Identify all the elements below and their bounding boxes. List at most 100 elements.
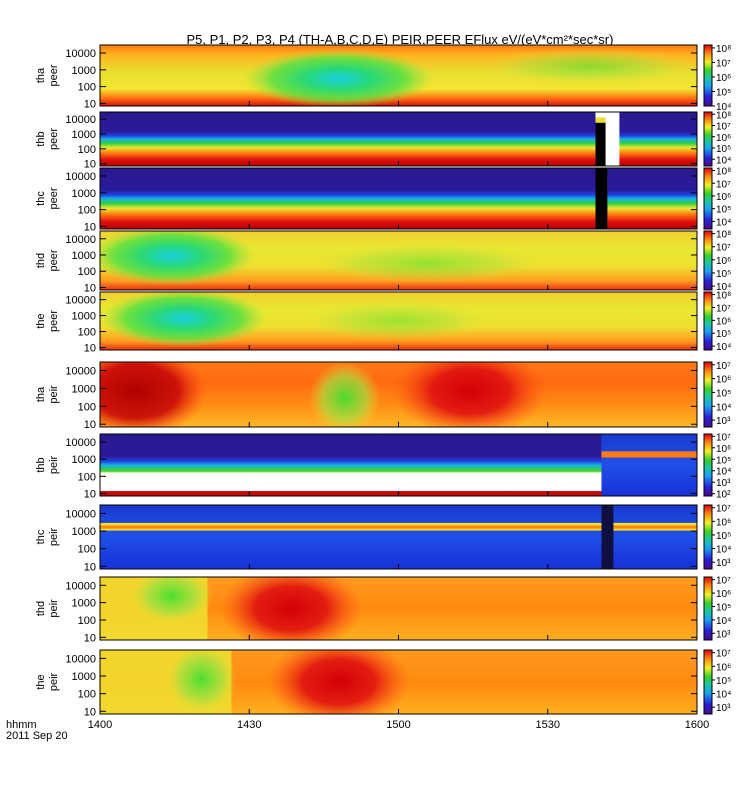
colorbar-tick-label: 10⁷ (716, 179, 731, 190)
y-tick-label: 100 (78, 689, 96, 701)
y-tick-label: 10 (84, 632, 96, 644)
y-tick-label: 10000 (65, 295, 96, 307)
colorbar-tick-label: 10² (716, 490, 731, 501)
y-tick-label: 10 (84, 561, 96, 573)
colorbar-tick-label: 10⁷ (716, 122, 731, 133)
colorbar-tick-label: 10⁴ (716, 102, 731, 113)
spectrogram (100, 577, 697, 640)
y-tick-label: 10000 (65, 653, 96, 665)
colorbar-tick-label: 10⁷ (716, 504, 731, 515)
panel-label-probe: thc (35, 191, 47, 206)
y-tick-label: 100 (78, 471, 96, 483)
colorbar-tick-label: 10⁷ (716, 649, 731, 660)
colorbar (703, 291, 713, 351)
y-tick-label: 100 (78, 205, 96, 217)
x-tick-label: 1430 (237, 719, 261, 731)
y-tick-label: 10 (84, 419, 96, 431)
colorbar-tick-label: 10⁶ (716, 316, 731, 327)
y-tick-label: 100 (78, 615, 96, 627)
panel-label-product: peir (48, 527, 60, 546)
y-tick-label: 1000 (72, 311, 96, 323)
colorbar-tick-label: 10⁴ (716, 342, 731, 353)
colorbar-tick-label: 10⁵ (716, 269, 731, 280)
colorbar-tick-label: 10⁶ (716, 133, 731, 144)
chart-title: P5, P1, P2, P3, P4 (TH-A,B,C,D,E) PEIR,P… (187, 32, 614, 47)
y-tick-label: 10000 (65, 114, 96, 126)
colorbar (703, 230, 713, 291)
panel-label-probe: thc (35, 529, 47, 544)
y-tick-label: 100 (78, 544, 96, 556)
colorbar-tick-label: 10⁴ (716, 282, 731, 293)
colorbar-tick-label: 10⁴ (716, 545, 731, 556)
colorbar-tick-label: 10⁴ (716, 467, 731, 478)
y-tick-label: 10000 (65, 508, 96, 520)
colorbar (703, 433, 713, 497)
colorbar (703, 361, 713, 428)
spectrogram (100, 45, 697, 106)
colorbar-tick-label: 10⁸ (716, 230, 731, 241)
colorbar-tick-label: 10⁴ (716, 616, 731, 627)
y-tick-label: 10 (84, 282, 96, 294)
spectrogram (100, 362, 697, 427)
panel-thc-peir: 10 100 1000 10000 thc peir 10³ 10⁴ 10⁵ 10⁶ 10⁷ (35, 504, 731, 574)
colorbar-tick-label: 10⁸ (716, 110, 731, 121)
spectrogram (100, 112, 697, 166)
x-tick-label: 1530 (536, 719, 560, 731)
y-tick-label: 10 (84, 98, 96, 110)
colorbar-tick-label: 10⁶ (716, 662, 731, 673)
panel-label-product: peir (48, 599, 60, 618)
colorbar-tick-label: 10⁸ (716, 167, 731, 178)
colorbar-tick-label: 10⁶ (716, 589, 731, 600)
x-tick-label: 1400 (88, 719, 112, 731)
y-tick-label: 10000 (65, 366, 96, 378)
y-tick-label: 1000 (72, 188, 96, 200)
colorbar-tick-label: 10⁴ (716, 155, 731, 166)
colorbar-tick-label: 10⁵ (716, 87, 731, 98)
spectrogram (100, 292, 697, 350)
panel-label-probe: tha (35, 67, 47, 83)
panel-label-product: peir (48, 385, 60, 404)
colorbar-tick-label: 10⁶ (716, 73, 731, 84)
panel-label-probe: tha (35, 386, 47, 402)
y-tick-label: 100 (78, 327, 96, 339)
date-label: 2011 Sep 20 (6, 730, 68, 742)
colorbar-tick-label: 10⁵ (716, 455, 731, 466)
colorbar-tick-label: 10⁶ (716, 192, 731, 203)
panel-label-product: peer (48, 64, 60, 86)
colorbar-tick-label: 10⁶ (716, 256, 731, 267)
colorbar-tick-label: 10³ (716, 558, 731, 569)
y-tick-label: 10000 (65, 48, 96, 60)
panel-label-probe: thd (35, 601, 47, 616)
spectrogram (100, 434, 697, 496)
colorbar (703, 649, 713, 715)
y-tick-label: 10000 (65, 580, 96, 592)
y-tick-label: 10000 (65, 437, 96, 449)
colorbar (703, 44, 713, 107)
colorbar-tick-label: 10⁵ (716, 388, 731, 399)
y-tick-label: 1000 (72, 526, 96, 538)
panel-label-product: peer (48, 310, 60, 332)
colorbar-tick-label: 10³ (716, 629, 731, 640)
spectrogram (100, 168, 697, 229)
colorbar-tick-label: 10³ (716, 478, 731, 489)
y-tick-label: 10 (84, 221, 96, 233)
panel-the-peir: 10 100 1000 10000 the peir 10³ 10⁴ 10⁵ 10⁶ 10⁷ (35, 649, 731, 719)
colorbar (703, 167, 713, 230)
y-tick-label: 1000 (72, 129, 96, 141)
colorbar-tick-label: 10⁶ (716, 517, 731, 528)
panel-thd-peer: 10 100 1000 10000 thd peer 10⁴ 10⁵ 10⁶ 10⁷ 10⁸ (35, 230, 731, 295)
panel-label-product: peir (48, 672, 60, 691)
spectrogram (100, 231, 697, 290)
y-tick-label: 10 (84, 159, 96, 171)
y-tick-label: 100 (78, 82, 96, 94)
y-tick-label: 10 (84, 488, 96, 500)
colorbar-tick-label: 10⁸ (716, 291, 731, 302)
panel-tha-peir: 10 100 1000 10000 tha peir 10³ 10⁴ 10⁵ 10⁶ 10⁷ (35, 361, 731, 431)
panel-label-product: peer (48, 128, 60, 150)
colorbar-tick-label: 10⁶ (716, 444, 731, 455)
panel-label-probe: thb (35, 131, 47, 146)
